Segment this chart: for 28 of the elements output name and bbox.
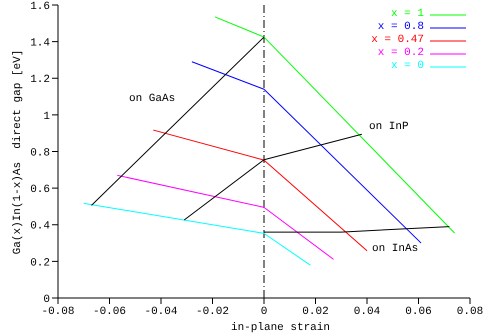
x-tick-label: -0.02 — [196, 306, 230, 318]
legend-label: x = 0.8 — [378, 21, 424, 34]
annotation: on InAs — [372, 243, 418, 255]
y-axis-title: Ga(x)In(1-x)As direct gap [eV] — [12, 50, 24, 254]
y-tick-label: 0.2 — [30, 257, 50, 270]
x-tick-label: -0.06 — [92, 306, 126, 318]
x-tick-label: 0 — [260, 306, 268, 318]
annotation: on GaAs — [129, 93, 176, 105]
legend-label: x = 1 — [390, 8, 424, 21]
x-axis-title: in-plane strain — [230, 322, 330, 334]
legend-label: x = 0.47 — [371, 34, 424, 47]
annotation: on InP — [369, 121, 410, 133]
legend-label: x = 0 — [390, 60, 424, 73]
x-tick-label: -0.04 — [144, 306, 178, 318]
y-tick-label: 0 — [43, 294, 50, 306]
y-tick-label: 0.4 — [30, 220, 50, 233]
legend-label: x = 0.2 — [378, 47, 424, 60]
x-tick-label: 0.08 — [456, 306, 484, 318]
y-tick-label: 1.4 — [30, 38, 50, 50]
y-tick-label: 1.6 — [30, 0, 50, 13]
x-tick-label: -0.08 — [41, 306, 75, 318]
y-tick-label: 1.2 — [30, 74, 50, 86]
y-tick-label: 0.8 — [30, 147, 50, 160]
x-tick-label: 0.04 — [354, 306, 381, 318]
x-tick-label: 0.02 — [302, 306, 329, 318]
y-tick-label: 1 — [43, 110, 50, 123]
x-tick-label: 0.06 — [405, 306, 432, 318]
y-tick-label: 0.6 — [30, 184, 50, 196]
